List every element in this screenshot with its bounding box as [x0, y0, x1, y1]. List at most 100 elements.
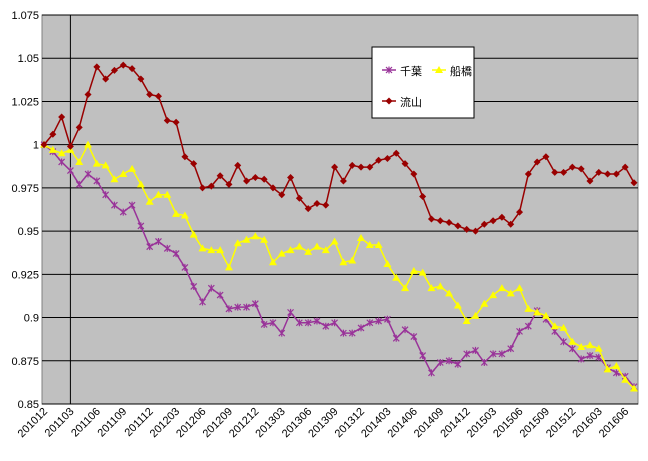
- marker: [560, 168, 568, 176]
- marker: [313, 199, 321, 207]
- y-tick-label: 0.9: [24, 313, 39, 325]
- marker: [304, 319, 312, 327]
- marker: [75, 123, 83, 131]
- marker: [172, 118, 180, 126]
- marker: [375, 317, 383, 325]
- marker: [401, 326, 409, 334]
- legend-marker: [385, 97, 393, 105]
- marker: [577, 355, 585, 363]
- marker: [586, 177, 594, 185]
- marker: [568, 337, 577, 345]
- marker: [603, 365, 612, 373]
- marker: [66, 167, 74, 175]
- marker: [84, 91, 92, 99]
- marker: [524, 170, 532, 178]
- marker: [436, 359, 444, 367]
- marker: [533, 308, 542, 316]
- marker: [102, 75, 110, 83]
- marker: [295, 242, 304, 250]
- marker: [384, 315, 391, 323]
- marker: [287, 308, 294, 316]
- marker: [445, 357, 453, 365]
- marker: [339, 258, 348, 266]
- marker: [401, 284, 410, 292]
- marker: [234, 303, 242, 311]
- y-tick-label: 1.025: [11, 96, 39, 108]
- plot-area: [41, 14, 639, 405]
- marker: [295, 194, 303, 202]
- marker: [40, 141, 48, 149]
- marker: [427, 215, 435, 223]
- marker: [75, 180, 83, 188]
- marker: [516, 208, 524, 216]
- marker: [462, 317, 471, 325]
- legend-label: 千葉: [400, 64, 422, 78]
- marker: [234, 161, 242, 169]
- marker: [136, 180, 145, 188]
- marker: [93, 63, 101, 71]
- marker: [225, 180, 233, 188]
- marker: [251, 174, 259, 182]
- marker: [269, 184, 277, 192]
- marker: [155, 237, 162, 245]
- marker: [595, 353, 603, 361]
- marker: [128, 65, 136, 73]
- marker: [541, 311, 550, 319]
- marker: [612, 369, 620, 377]
- marker: [594, 344, 603, 352]
- marker: [604, 170, 612, 178]
- marker: [507, 220, 515, 228]
- grid: 0.85 0.875 0.9 0.925 0.95 0.975 1 1.025 1.05 1.07…: [11, 10, 638, 411]
- marker: [180, 211, 189, 219]
- marker: [119, 208, 127, 216]
- marker: [57, 149, 66, 157]
- marker: [312, 242, 321, 250]
- marker: [101, 161, 110, 169]
- legend: [371, 46, 475, 119]
- marker: [172, 250, 180, 258]
- marker: [268, 258, 277, 266]
- series-group: [40, 61, 638, 392]
- marker: [216, 246, 225, 254]
- marker: [392, 273, 401, 281]
- marker: [585, 341, 594, 349]
- marker: [110, 175, 119, 183]
- marker: [357, 234, 366, 242]
- marker: [348, 256, 357, 264]
- marker: [516, 327, 523, 335]
- marker: [48, 145, 57, 153]
- marker: [49, 130, 57, 138]
- marker: [216, 172, 224, 180]
- marker: [392, 334, 400, 342]
- marker: [445, 289, 454, 297]
- marker: [410, 170, 418, 178]
- marker: [630, 179, 638, 187]
- marker: [366, 163, 374, 171]
- marker: [427, 284, 436, 292]
- marker: [198, 244, 207, 252]
- y-tick-label: 0.925: [11, 269, 39, 281]
- marker: [251, 232, 260, 240]
- marker: [339, 177, 347, 185]
- marker: [348, 161, 356, 169]
- series: [40, 140, 638, 392]
- marker: [454, 222, 462, 230]
- marker: [506, 289, 515, 297]
- marker: [577, 165, 585, 173]
- marker: [321, 246, 330, 254]
- marker: [507, 345, 515, 353]
- x-axis-labels: 2010122011032011062011092011122012032012…: [16, 406, 632, 440]
- marker: [480, 220, 488, 228]
- marker: [445, 218, 453, 226]
- marker: [181, 153, 189, 161]
- marker: [331, 163, 339, 171]
- marker: [471, 311, 480, 319]
- marker: [84, 140, 93, 148]
- marker: [137, 222, 145, 230]
- y-tick-label: 0.875: [11, 356, 39, 368]
- legend-label: 流山: [400, 95, 422, 109]
- marker: [612, 170, 620, 178]
- marker: [392, 149, 400, 157]
- marker: [58, 158, 66, 166]
